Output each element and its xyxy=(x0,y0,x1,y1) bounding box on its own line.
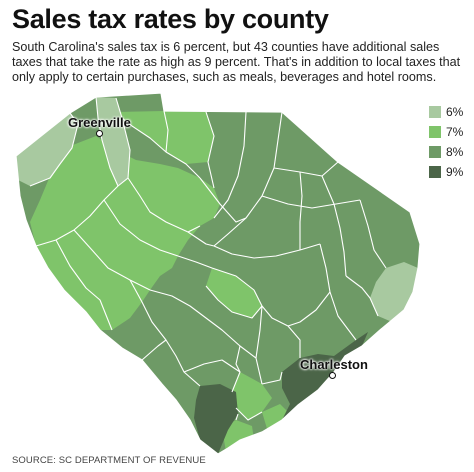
legend-item-7pct: 7% xyxy=(428,122,463,142)
page-subtitle: South Carolina's sales tax is 6 percent,… xyxy=(12,40,461,84)
legend-item-9pct: 9% xyxy=(428,162,463,182)
county-region-7pct-midlands xyxy=(206,268,262,318)
legend-label: 6% xyxy=(446,105,464,119)
legend: 6% 7% 8% 9% xyxy=(428,102,463,182)
legend-label: 9% xyxy=(446,165,464,179)
county-region-9pct-jasper xyxy=(194,384,238,454)
source-note: SOURCE: SC DEPARTMENT OF REVENUE xyxy=(12,455,206,466)
legend-swatch xyxy=(428,105,442,119)
county-region-6pct-greenville xyxy=(96,97,130,186)
county-region-6pct-oconee xyxy=(16,113,78,186)
page-title: Sales tax rates by county xyxy=(12,4,329,34)
county-region-6pct-horry xyxy=(370,262,418,322)
legend-item-6pct: 6% xyxy=(428,102,463,122)
legend-swatch xyxy=(428,145,442,159)
county-region-7pct-north xyxy=(116,111,214,164)
legend-swatch xyxy=(428,165,442,179)
county-boundaries xyxy=(29,96,387,421)
greenville-marker xyxy=(96,130,103,137)
county-region-7pct-upstate xyxy=(30,136,220,330)
greenville-label: Greenville xyxy=(68,115,131,130)
county-region-9pct-charleston xyxy=(282,332,368,420)
legend-item-8pct: 8% xyxy=(428,142,463,162)
legend-label: 8% xyxy=(446,145,464,159)
legend-label: 7% xyxy=(446,125,464,139)
state-outline xyxy=(15,92,421,455)
legend-swatch xyxy=(428,125,442,139)
charleston-label: Charleston xyxy=(300,357,368,372)
charleston-marker xyxy=(329,372,336,379)
